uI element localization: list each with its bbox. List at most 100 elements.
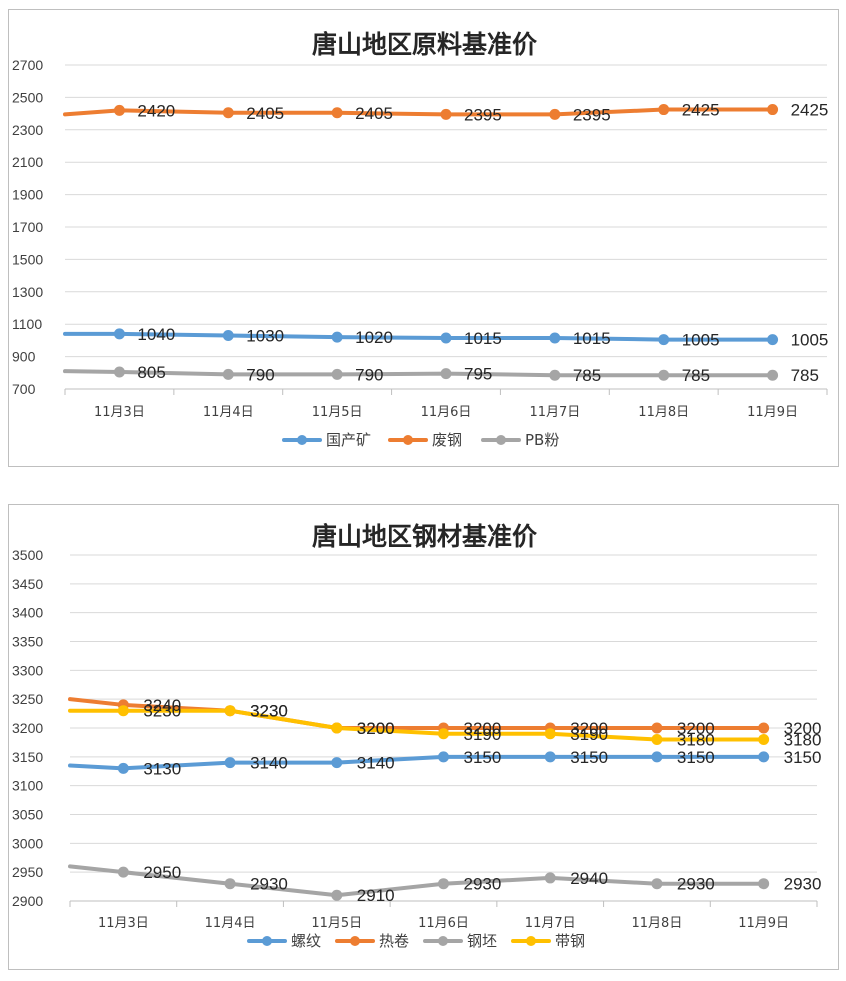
data-label-2: 2930 — [677, 875, 715, 894]
data-point-0 — [113, 328, 125, 340]
raw-material-chart-panel: 唐山地区原料基准价 700 900 1100 1300 1500 1700 1900 2100 2… — [8, 9, 839, 467]
data-label-0: 3130 — [143, 759, 181, 778]
data-label-2: 785 — [573, 366, 601, 385]
data-label-0: 1015 — [464, 329, 502, 348]
x-tick-label: 11月9日 — [738, 916, 789, 931]
data-point-3 — [544, 728, 556, 740]
legend-marker-2 — [438, 936, 448, 946]
data-point-1 — [222, 107, 234, 119]
legend-label-3: 带钢 — [555, 932, 585, 950]
data-label-1: 3200 — [784, 719, 822, 738]
y-tick-label: 2700 — [12, 57, 43, 73]
y-tick-label: 3250 — [12, 691, 43, 707]
y-tick-label: 3500 — [12, 547, 43, 563]
data-point-2 — [438, 878, 449, 890]
data-point-0 — [331, 331, 343, 343]
legend-label-0: 螺纹 — [291, 932, 321, 950]
data-point-0 — [331, 757, 343, 769]
data-point-3 — [438, 728, 449, 740]
y-tick-label: 2500 — [12, 89, 43, 105]
chart-title: 唐山地区钢材基准价 — [312, 522, 538, 551]
data-point-2 — [651, 878, 663, 890]
data-label-2: 2950 — [143, 863, 181, 882]
legend-marker-3 — [526, 936, 536, 946]
data-label-0: 3150 — [677, 748, 715, 767]
y-tick-label: 2100 — [12, 154, 43, 170]
data-label-2: 2930 — [464, 875, 502, 894]
y-tick-label: 3100 — [12, 778, 43, 794]
series-line-1 — [68, 697, 766, 730]
y-tick-label: 700 — [12, 381, 36, 397]
series-line-2 — [68, 864, 766, 898]
data-label-0: 3140 — [250, 754, 288, 773]
data-label-0: 1020 — [355, 328, 393, 347]
data-point-2 — [440, 368, 452, 380]
y-tick-label: 1100 — [12, 316, 42, 332]
data-point-0 — [767, 334, 779, 346]
data-point-3 — [117, 705, 129, 717]
data-point-0 — [658, 334, 670, 346]
legend-label-1: 废钢 — [432, 431, 462, 449]
x-tick-label: 11月7日 — [525, 916, 576, 931]
data-label-1: 2395 — [464, 105, 502, 124]
data-label-0: 3150 — [464, 748, 502, 767]
data-label-1: 2420 — [137, 101, 175, 120]
y-tick-label: 1300 — [12, 284, 43, 300]
data-label-2: 2940 — [570, 869, 608, 888]
x-tick-label: 11月6日 — [421, 405, 472, 420]
data-point-2 — [549, 369, 561, 381]
data-point-2 — [117, 866, 129, 878]
data-point-0 — [758, 751, 770, 763]
data-label-0: 3140 — [357, 754, 395, 773]
x-tick-label: 11月9日 — [747, 405, 798, 420]
data-label-3: 3230 — [143, 702, 181, 721]
data-label-2: 785 — [791, 366, 819, 385]
data-point-2 — [767, 369, 779, 381]
y-tick-label: 3050 — [12, 807, 43, 823]
data-label-1: 2405 — [355, 104, 393, 123]
y-tick-label: 1500 — [12, 251, 43, 267]
data-label-0: 3150 — [570, 748, 608, 767]
series-line-1 — [63, 107, 775, 117]
data-label-1: 3240 — [143, 696, 181, 715]
data-point-0 — [440, 332, 452, 344]
data-label-1: 3200 — [357, 719, 395, 738]
data-point-0 — [438, 751, 449, 763]
raw-material-price-chart: 唐山地区原料基准价 700 900 1100 1300 1500 1700 1900 2100 2… — [12, 30, 828, 449]
data-point-1 — [549, 108, 561, 120]
data-point-1 — [658, 104, 670, 116]
data-label-3: 3180 — [677, 731, 715, 750]
x-tick-label: 11月5日 — [311, 916, 362, 931]
data-label-1: 2395 — [573, 105, 611, 124]
data-point-3 — [758, 734, 770, 746]
series-line-0 — [63, 331, 775, 342]
data-label-1: 2405 — [246, 104, 284, 123]
y-tick-label: 2300 — [12, 122, 43, 138]
data-label-2: 2910 — [357, 886, 395, 905]
data-point-2 — [331, 368, 343, 380]
data-point-1 — [113, 104, 125, 116]
legend-label-1: 热卷 — [379, 932, 409, 950]
y-tick-label: 3000 — [12, 835, 43, 851]
data-label-2: 795 — [464, 365, 492, 384]
legend-label-2: 钢坯 — [467, 932, 497, 950]
data-label-0: 1015 — [573, 329, 611, 348]
steel-chart-panel: 唐山地区钢材基准价 2900 2950 3000 3050 3100 3150 3200 325… — [8, 504, 839, 970]
y-tick-label: 3200 — [12, 720, 43, 736]
data-point-2 — [544, 872, 556, 884]
data-point-2 — [658, 369, 670, 381]
data-label-2: 2930 — [250, 875, 288, 894]
legend-marker-1 — [350, 936, 360, 946]
data-point-2 — [224, 878, 236, 890]
y-tick-label: 1700 — [12, 219, 43, 235]
data-label-1: 3200 — [570, 719, 608, 738]
x-tick-label: 11月7日 — [529, 405, 580, 420]
x-tick-label: 11月8日 — [638, 405, 689, 420]
y-tick-label: 900 — [12, 349, 36, 365]
data-label-0: 1005 — [682, 331, 720, 350]
data-label-1: 3230 — [250, 702, 288, 721]
legend-marker-0 — [297, 435, 307, 445]
data-point-2 — [331, 889, 343, 901]
y-tick-label: 3150 — [12, 749, 43, 765]
y-tick-label: 2950 — [12, 864, 43, 880]
